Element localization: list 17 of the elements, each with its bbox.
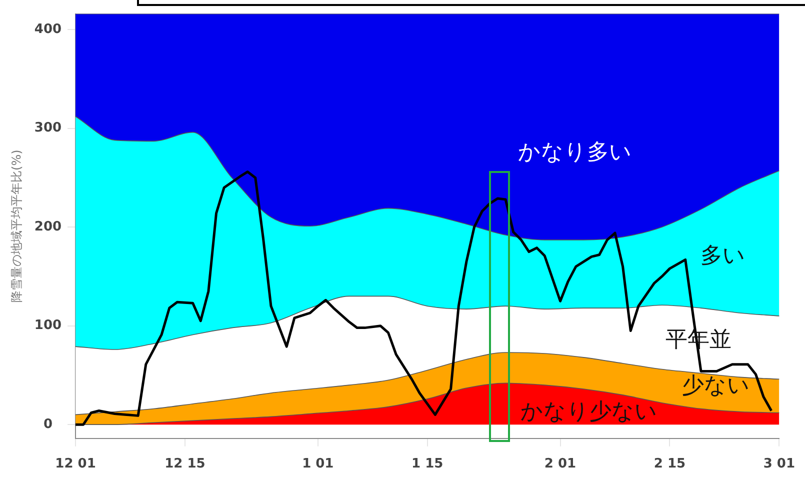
x-tick-label: 2 01 (544, 456, 576, 472)
series-label: 少ない (682, 374, 750, 399)
series-label: かなり多い (518, 140, 632, 165)
x-tick-label: 3 01 (763, 456, 796, 472)
x-tick-label: 12 15 (164, 456, 206, 472)
y-tick-label: 300 (34, 120, 62, 136)
x-tick-label: 1 15 (412, 456, 444, 472)
y-tick-label: 200 (34, 219, 62, 234)
x-tick-label: 2 15 (654, 456, 686, 472)
series-label: 多い (700, 243, 746, 268)
y-tick-label: 100 (34, 318, 62, 334)
y-tick-label: 400 (34, 22, 62, 37)
x-tick-label: 12 01 (55, 456, 96, 472)
series-label: かなり少ない (520, 400, 658, 425)
y-axis-title: 降雪量の地域平均平年比(%) (9, 150, 24, 302)
x-tick-label: 1 01 (302, 456, 334, 472)
y-tick-label: 0 (43, 416, 52, 432)
